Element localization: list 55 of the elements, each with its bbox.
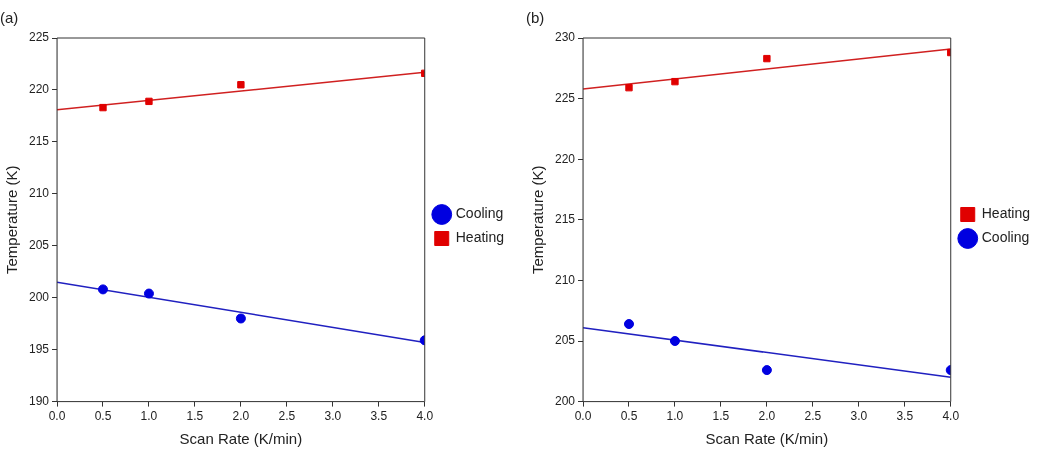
y-tick-label: 220: [28, 82, 50, 97]
x-axis-title: Scan Rate (K/min): [179, 430, 303, 448]
point: [623, 319, 634, 330]
y-tick-label: 200: [28, 290, 50, 305]
x-tick-label: 3.5: [370, 409, 388, 424]
point: [761, 365, 772, 376]
x-tick-label: 0.0: [48, 409, 66, 424]
x-tick-label: 2.5: [804, 409, 822, 424]
x-tick-label: 3.0: [850, 409, 868, 424]
legend-label: Cooling: [455, 205, 504, 222]
legend-label: Heating: [981, 205, 1031, 222]
y-tick-label: 210: [28, 186, 50, 201]
legend-label: Heating: [455, 229, 505, 246]
y-tick-label: 225: [28, 30, 50, 45]
x-tick-label: 2.0: [232, 409, 250, 424]
chart-title: (b): [526, 9, 545, 27]
x-tick-label: 1.5: [712, 409, 730, 424]
point: [625, 84, 633, 92]
x-tick-label: 0.5: [620, 409, 638, 424]
x-tick-label: 1.0: [140, 409, 158, 424]
y-tick-label: 210: [554, 272, 576, 287]
y-tick-label: 190: [28, 393, 50, 408]
x-tick-label: 4.0: [416, 409, 434, 424]
y-tick-label: 205: [554, 333, 576, 348]
x-tick-label: 1.0: [666, 409, 684, 424]
y-tick-label: 200: [554, 393, 576, 408]
point: [97, 284, 108, 295]
x-tick-label: 2.5: [278, 409, 296, 424]
y-tick-label: 215: [554, 212, 576, 227]
point: [145, 97, 153, 106]
point: [99, 103, 107, 112]
point: [237, 81, 245, 89]
y-tick-label: 215: [28, 134, 50, 149]
point: [671, 77, 679, 86]
y-tick-label: 205: [28, 238, 50, 253]
x-tick-label: 0.5: [94, 409, 112, 424]
x-tick-label: 0.0: [574, 409, 592, 424]
y-tick-label: 225: [554, 90, 576, 105]
x-tick-label: 2.0: [758, 409, 776, 424]
x-tick-label: 3.0: [324, 409, 342, 424]
chart-title: (a): [0, 9, 19, 27]
x-tick-label: 1.5: [186, 409, 204, 424]
point: [763, 54, 771, 63]
y-axis-title: Temperature (K): [529, 165, 547, 274]
point: [143, 288, 154, 299]
x-axis-title: Scan Rate (K/min): [705, 430, 829, 448]
y-axis-title: Temperature (K): [3, 165, 21, 274]
point: [235, 313, 246, 324]
y-tick-label: 220: [554, 151, 576, 166]
y-tick-label: 195: [28, 341, 50, 356]
y-tick-label: 230: [554, 30, 576, 45]
x-tick-label: 4.0: [942, 409, 960, 424]
x-tick-label: 3.5: [896, 409, 914, 424]
legend-label: Cooling: [981, 229, 1030, 246]
point: [669, 336, 680, 346]
